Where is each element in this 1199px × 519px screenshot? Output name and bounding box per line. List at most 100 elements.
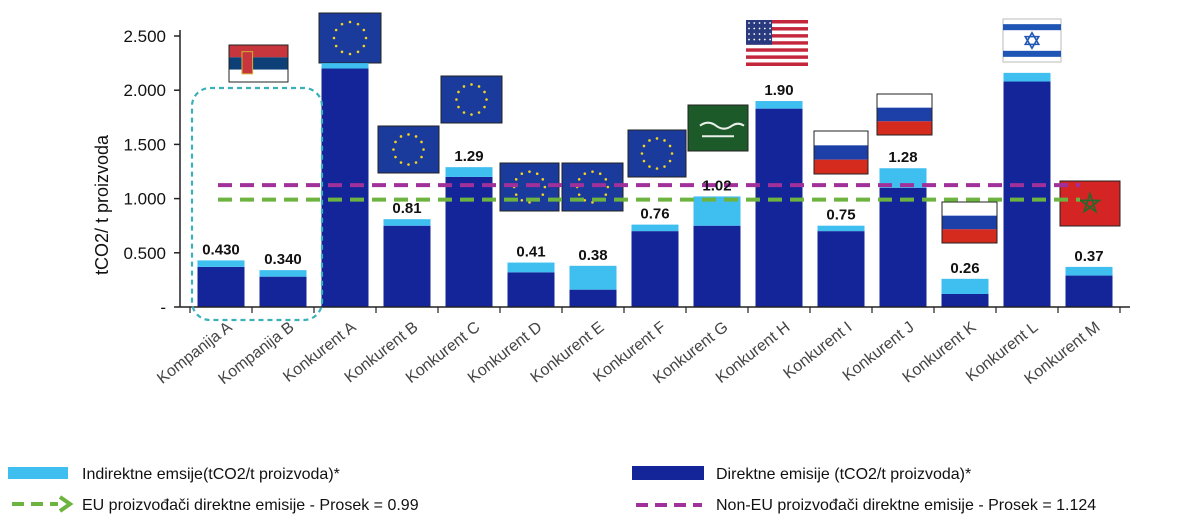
ru-flag-stripe	[942, 202, 997, 216]
legend-label-direct: Direktne emisije (tCO2/t proizvoda)*	[716, 466, 971, 483]
eu-flag-star	[528, 170, 531, 173]
eu-flag-icon	[377, 125, 440, 174]
eu-flag-star	[470, 83, 473, 86]
eu-flag-star	[598, 172, 602, 175]
rs-flag-border	[228, 44, 289, 83]
eu-flag-star	[543, 185, 547, 189]
eu-flag-star	[483, 105, 486, 109]
data-label: 0.37	[1074, 248, 1103, 265]
bar-indirect	[817, 225, 865, 232]
eu-flag-star	[362, 44, 366, 48]
eu-flag-star	[334, 28, 338, 32]
data-label: 1.02	[702, 177, 731, 194]
eu-flag-icon	[318, 12, 382, 64]
bar-direct	[631, 231, 679, 307]
us-flag-star	[769, 33, 771, 35]
bar-indirect	[631, 224, 679, 232]
eu-flag-star	[348, 52, 352, 56]
eu-flag-background	[377, 125, 440, 174]
ru-flag-stripe	[942, 229, 997, 243]
y-tick-label: 2.500	[123, 27, 166, 46]
eu-flag-star	[604, 178, 608, 181]
eu-flag-star	[334, 44, 338, 48]
bar-direct	[755, 108, 803, 308]
eu-flag-star	[541, 193, 545, 196]
ru-flag-stripe	[877, 107, 932, 122]
us-flag-star	[748, 33, 750, 35]
bar-direct	[445, 176, 493, 307]
data-label: 0.38	[578, 247, 607, 264]
bar-direct	[569, 289, 617, 307]
bar-indirect	[259, 270, 307, 277]
legend-label-eu-average: EU proizvođači direktne emisije - Prosek…	[82, 497, 419, 514]
company-highlight-box	[190, 86, 324, 322]
eu-flag-background	[627, 129, 687, 178]
eu-flag-star	[485, 98, 488, 101]
eu-flag-star	[520, 172, 524, 175]
ru-flag-border	[813, 130, 869, 175]
us-flag-star	[748, 27, 750, 30]
bar-indirect	[941, 278, 989, 294]
eu-flag-star	[422, 148, 425, 151]
data-label: 0.430	[202, 241, 240, 258]
ma-flag-icon	[1059, 180, 1121, 227]
us-flag-star	[753, 22, 756, 24]
eu-flag-star	[477, 85, 481, 88]
us-flag-star	[753, 27, 756, 30]
legend-arrow-icon	[58, 495, 74, 513]
bar-indirect	[879, 168, 927, 188]
us-flag-stripe	[746, 34, 808, 38]
y-tick-label: -	[160, 298, 166, 317]
ru-flag-stripe	[814, 131, 868, 146]
eu-flag-icon	[440, 75, 503, 124]
eu-flag-star	[420, 140, 423, 144]
us-flag-star	[758, 38, 761, 41]
axes-layer	[174, 30, 1130, 322]
bar-direct	[1065, 275, 1113, 307]
bar-indirect	[1003, 72, 1051, 82]
bar-indirect	[383, 219, 431, 226]
eu-flag-star	[577, 178, 581, 181]
us-flag-stripe	[746, 48, 808, 52]
data-label: 0.340	[264, 251, 302, 268]
us-flag-star	[763, 38, 766, 41]
us-flag-stripe	[746, 58, 808, 63]
data-label: 0.26	[950, 260, 979, 277]
eu-flag-star	[606, 185, 610, 189]
bar-direct	[817, 231, 865, 307]
legend-label-non-eu-average: Non-EU proizvođači direktne emisije - Pr…	[716, 497, 1096, 514]
eu-flag-star	[577, 193, 581, 196]
eu-flag-star	[356, 22, 360, 26]
eu-flag-star	[455, 98, 458, 101]
eu-flag-star	[340, 22, 344, 26]
eu-flag-star	[394, 155, 397, 159]
bar-direct	[507, 272, 555, 307]
sa-flag-script	[699, 121, 745, 130]
us-flag-star	[758, 22, 761, 24]
us-flag-star	[769, 27, 771, 30]
ma-flag-background	[1059, 180, 1121, 227]
y-tick-label: 2.000	[123, 81, 166, 100]
il-flag-stripe	[1003, 24, 1061, 31]
eu-flag-star	[399, 135, 403, 138]
eu-flag-star	[642, 144, 646, 148]
ru-flag-stripe	[814, 145, 868, 160]
legend-swatch-direct	[632, 466, 704, 480]
rs-flag-stripe	[229, 69, 288, 82]
bar-indirect	[445, 167, 493, 177]
ru-flag-stripe	[877, 121, 932, 135]
ru-flag-icon	[941, 201, 998, 244]
us-flag-stripe	[746, 44, 808, 49]
il-flag-stripe	[1003, 50, 1061, 57]
eu-flag-icon	[627, 129, 687, 178]
bar-direct	[693, 225, 741, 307]
eu-flag-star	[604, 193, 608, 196]
rs-flag-stripe	[229, 57, 288, 70]
eu-flag-star	[583, 199, 587, 202]
bar-direct	[941, 293, 989, 307]
us-flag-stripe	[746, 62, 808, 66]
eu-flag-star	[591, 170, 594, 173]
us-flag-stripe	[746, 51, 808, 56]
eu-flag-background	[440, 75, 503, 124]
